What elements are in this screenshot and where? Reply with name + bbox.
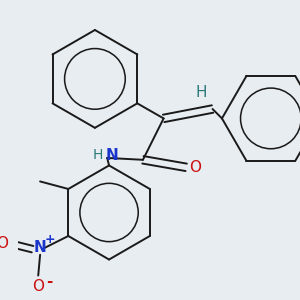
Text: N: N	[106, 148, 118, 163]
Text: H: H	[93, 148, 103, 162]
Text: O: O	[32, 279, 44, 294]
Text: N: N	[34, 240, 46, 255]
Text: -: -	[46, 274, 53, 289]
Text: O: O	[0, 236, 8, 251]
Text: +: +	[44, 233, 55, 246]
Text: O: O	[190, 160, 202, 175]
Text: H: H	[196, 85, 207, 100]
